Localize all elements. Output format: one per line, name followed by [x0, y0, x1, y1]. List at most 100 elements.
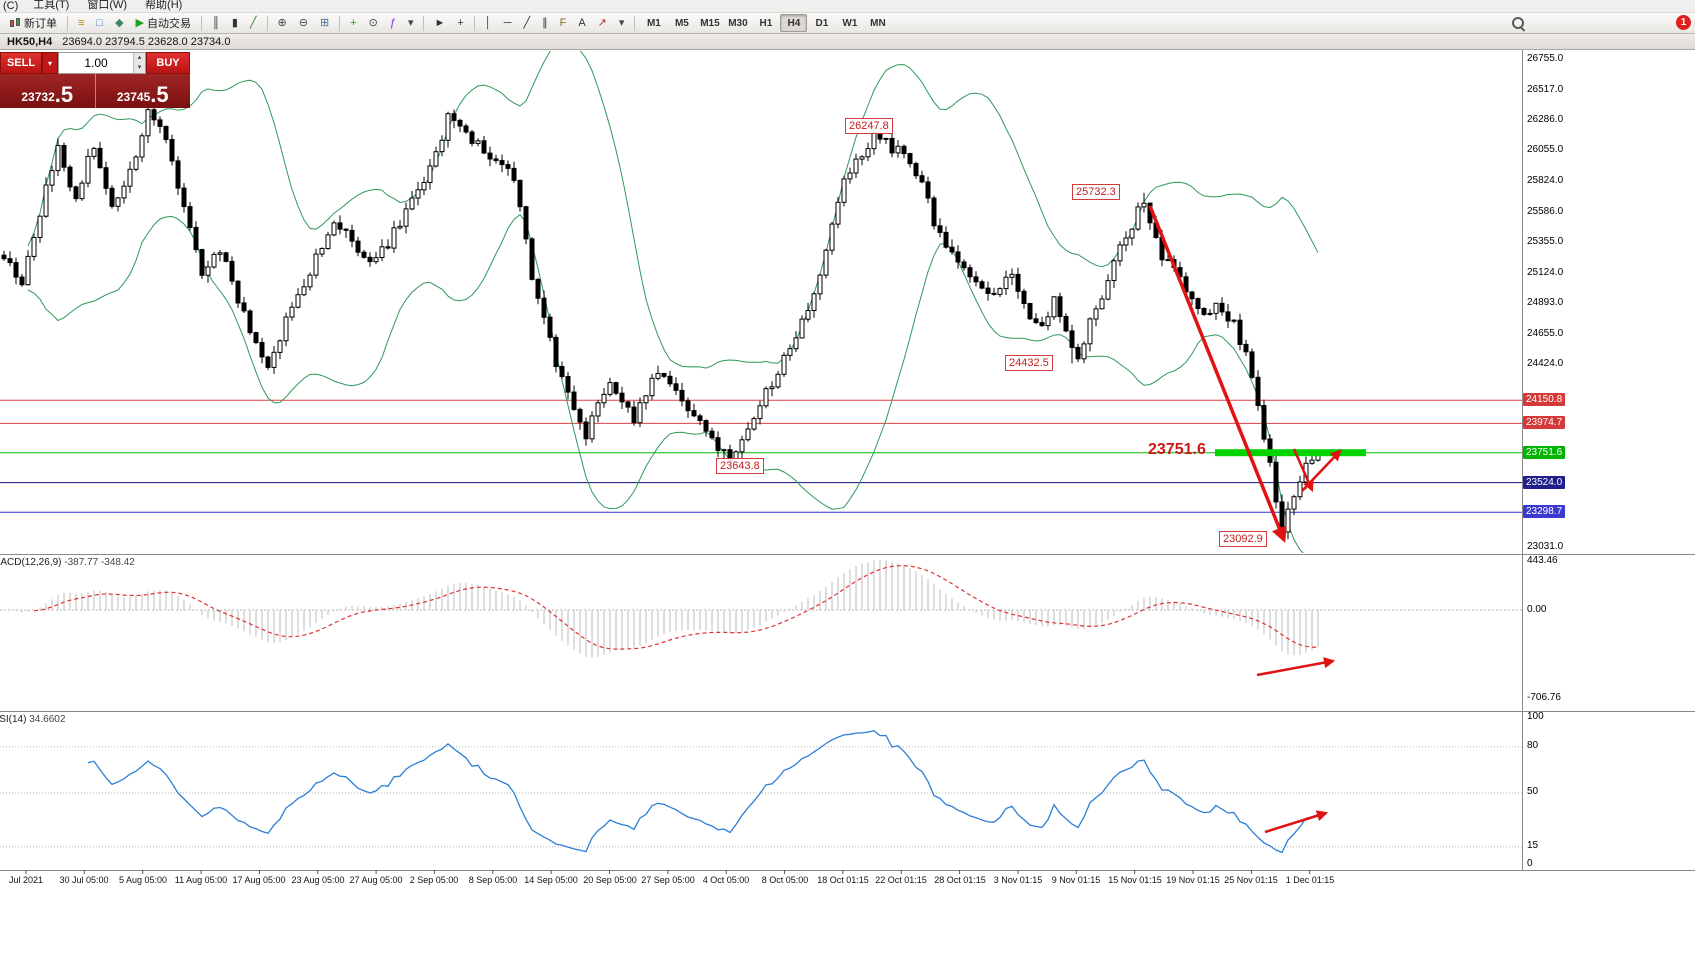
timeframe-m30-button[interactable]: M30 — [724, 14, 751, 32]
timeframe-d1-button[interactable]: D1 — [808, 14, 835, 32]
price-tick: 25586.0 — [1527, 206, 1564, 217]
navigator-button[interactable]: □ — [91, 14, 108, 32]
bar-chart-icon: ║ — [212, 16, 220, 29]
menu-bar: (C) 工具(T) 窗口(W) 帮助(H) — [0, 0, 1695, 13]
time-axis-label: 22 Oct 01:15 — [875, 875, 927, 885]
price-tag: 23298.7 — [1523, 505, 1566, 518]
timeframe-mn-button[interactable]: MN — [864, 14, 891, 32]
buy-price-frac: .5 — [150, 82, 169, 107]
timeframe-m1-button[interactable]: M1 — [640, 14, 667, 32]
text-icon: A — [578, 16, 586, 29]
sell-price-frac: .5 — [54, 82, 74, 107]
highlight-green-bar[interactable] — [1215, 449, 1366, 457]
chevron-down-icon: ▾ — [407, 16, 414, 29]
time-axis-label: Jul 2021 — [8, 875, 44, 885]
cursor-button[interactable]: ► — [429, 14, 450, 32]
volume-up-button[interactable]: ▴ — [133, 53, 145, 63]
horizontal-line-button[interactable]: ─ — [499, 14, 517, 32]
buy-price[interactable]: 23745.5 — [96, 74, 191, 108]
horizontal-price-lines[interactable] — [0, 399, 1522, 513]
price-tick: 25355.0 — [1527, 236, 1564, 247]
toolbar-separator — [473, 15, 475, 31]
toolbar-separator — [67, 15, 68, 31]
price-annotation[interactable]: 26247.8 — [845, 118, 893, 134]
trendline-button[interactable]: ╱ — [518, 14, 535, 32]
time-axis-label: 2 Sep 05:00 — [409, 875, 459, 885]
price-tick: 26755.0 — [1527, 53, 1564, 64]
vertical-line-icon: │ — [484, 16, 492, 29]
notification-badge[interactable]: 1 — [1676, 15, 1691, 30]
one-click-trade-panel: SELL ▾ ▴ ▾ BUY 23732.5 23745.5 — [0, 52, 190, 108]
timeframe-h4-button[interactable]: H4 — [780, 14, 808, 32]
time-axis-label: 23 Aug 05:00 — [291, 875, 345, 885]
crosshair-button[interactable]: + — [452, 14, 468, 32]
candlestick-chart-button[interactable]: ▮ — [227, 14, 243, 32]
menu-item[interactable]: 窗口(W) — [87, 0, 128, 11]
market-watch-button[interactable]: ≡ — [73, 14, 89, 32]
trend-arrows[interactable] — [1148, 205, 1342, 834]
price-tick: 26517.0 — [1527, 84, 1564, 95]
text-button[interactable]: A — [573, 14, 590, 32]
price-tick: 25124.0 — [1527, 267, 1564, 278]
red-arrow — [1148, 205, 1287, 543]
price-annotation[interactable]: 23751.6 — [1148, 441, 1206, 458]
buy-button[interactable]: BUY — [146, 52, 190, 74]
rsi-axis-label: 80 — [1527, 740, 1539, 751]
timeframe-w1-button[interactable]: W1 — [836, 14, 863, 32]
time-axis-label: 11 Aug 05:00 — [174, 875, 228, 885]
sell-price-main: 23732 — [21, 90, 55, 104]
price-annotation[interactable]: 23643.8 — [716, 458, 764, 474]
play-icon: ▶ — [135, 16, 145, 29]
shapes-dropdown-button[interactable]: ▾ — [614, 14, 630, 32]
rsi-axis-label: 15 — [1527, 840, 1539, 851]
price-divider — [94, 74, 96, 108]
timeframe-h1-button[interactable]: H1 — [752, 14, 779, 32]
rsi-name: RSI(14) — [0, 714, 27, 725]
price-annotation[interactable]: 23092.9 — [1219, 531, 1267, 547]
new-order-button[interactable]: 新订单 — [4, 14, 62, 32]
new-order-button-label: 新订单 — [24, 18, 57, 30]
zoom-out-icon: ⊖ — [298, 16, 308, 29]
indicators-button[interactable]: ƒ — [385, 14, 401, 32]
new-chart-icon: + — [350, 16, 357, 29]
arrows-tool-button[interactable]: ↗ — [593, 14, 612, 32]
volume-spinner: ▴ ▾ — [133, 53, 145, 73]
candles-layer — [1, 105, 1321, 540]
search-icon[interactable] — [1512, 17, 1526, 31]
channel-button[interactable]: ∥ — [537, 14, 553, 32]
menu-item-chart-fragment[interactable]: (C) — [3, 0, 19, 12]
zoom-out-button[interactable]: ⊖ — [294, 14, 313, 32]
rsi-indicator — [0, 729, 1522, 854]
zoom-in-button[interactable]: ⊕ — [273, 14, 292, 32]
rsi-axis-label: 50 — [1527, 786, 1539, 797]
bar-chart-button[interactable]: ║ — [207, 14, 225, 32]
tile-windows-button[interactable]: ⊞ — [315, 14, 334, 32]
terminal-button[interactable]: ◆ — [110, 14, 128, 32]
sell-button[interactable]: SELL — [0, 52, 42, 74]
time-axis-label: 3 Nov 01:15 — [993, 875, 1043, 885]
vertical-line-button[interactable]: │ — [480, 14, 497, 32]
time-axis-label: 8 Sep 05:00 — [468, 875, 518, 885]
period-button[interactable]: ⊙ — [364, 14, 383, 32]
volume-down-button[interactable]: ▾ — [133, 63, 145, 73]
sell-price[interactable]: 23732.5 — [0, 74, 95, 108]
toolbar-separator — [423, 15, 425, 31]
fibonacci-button[interactable]: F — [555, 14, 572, 32]
time-axis-label: 1 Dec 01:15 — [1285, 875, 1335, 885]
toolbar-separator — [634, 15, 636, 31]
auto-trading-button[interactable]: ▶ 自动交易 — [131, 14, 196, 32]
volume-input[interactable] — [59, 53, 145, 73]
menu-item[interactable]: 工具(T) — [33, 0, 70, 11]
new-chart-button[interactable]: + — [345, 14, 361, 32]
price-annotation[interactable]: 24432.5 — [1005, 355, 1053, 371]
price-annotation[interactable]: 25732.3 — [1072, 184, 1120, 200]
indicators-dropdown-button[interactable]: ▾ — [403, 14, 419, 32]
price-tick: 24424.0 — [1527, 358, 1564, 369]
timeframe-m15-button[interactable]: M15 — [696, 14, 723, 32]
sell-dropdown-button[interactable]: ▾ — [42, 52, 58, 74]
menu-item[interactable]: 帮助(H) — [145, 0, 183, 11]
timeframe-m5-button[interactable]: M5 — [668, 14, 695, 32]
trade-panel-controls: SELL ▾ ▴ ▾ BUY — [0, 52, 190, 74]
line-chart-button[interactable]: ╱ — [245, 14, 262, 32]
toolbar-separator — [201, 15, 203, 31]
